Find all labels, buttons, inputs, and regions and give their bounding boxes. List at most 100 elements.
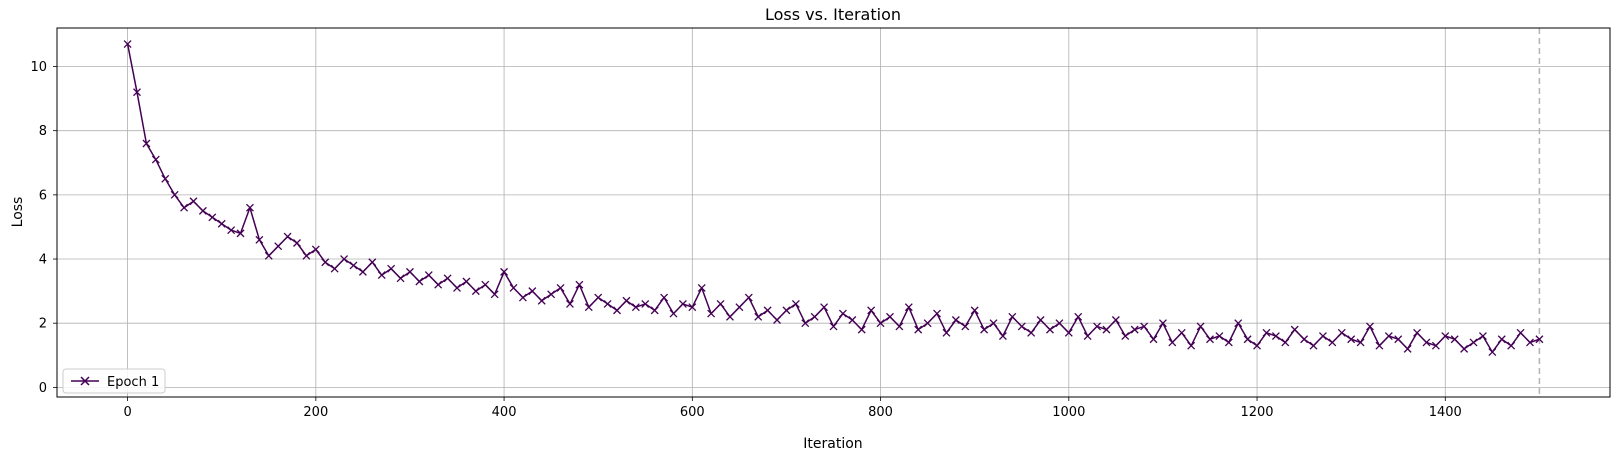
x-tick-label: 400: [492, 405, 517, 420]
data-point: [443, 274, 452, 283]
data-point: [1535, 335, 1544, 344]
data-point: [584, 303, 593, 312]
data-point: [434, 280, 443, 289]
data-point: [886, 312, 894, 321]
data-point: [264, 251, 273, 260]
y-tick-label: 10: [30, 60, 47, 75]
legend-marker-x-icon: [80, 376, 90, 386]
data-point: [453, 283, 461, 292]
data-point: [518, 293, 527, 302]
data-point: [1262, 328, 1271, 337]
data-point: [660, 293, 669, 302]
data-point: [405, 267, 414, 276]
data-point: [904, 303, 913, 312]
data-point: [509, 283, 518, 292]
data-point: [754, 312, 763, 321]
data-point: [1055, 319, 1064, 328]
data-point: [838, 309, 847, 318]
data-point: [763, 306, 772, 315]
data-point: [330, 264, 339, 273]
data-point: [500, 267, 509, 276]
data-point: [848, 316, 857, 324]
data-point: [1497, 335, 1506, 344]
data-point: [1318, 332, 1327, 340]
data-point: [942, 328, 951, 337]
data-point: [245, 203, 254, 212]
x-tick-label: 800: [868, 405, 893, 420]
legend-box: [62, 368, 166, 394]
data-point: [1008, 312, 1017, 321]
data-point: [1441, 332, 1450, 340]
data-point: [820, 303, 829, 312]
y-tick-label: 4: [39, 253, 47, 268]
y-tick-label: 2: [39, 317, 47, 332]
data-series: [123, 28, 1544, 397]
y-tick-label: 6: [39, 188, 47, 203]
data-point: [283, 232, 292, 241]
x-tick-label: 1000: [1052, 405, 1085, 420]
legend-label: Epoch 1: [107, 375, 159, 390]
data-point: [1356, 338, 1365, 347]
data-point: [716, 299, 725, 308]
data-point: [462, 277, 471, 286]
data-point: [227, 226, 236, 235]
data-point: [603, 299, 612, 308]
plot-frame: [56, 27, 1611, 398]
data-point: [1469, 338, 1478, 347]
data-point: [321, 258, 330, 267]
data-point: [424, 271, 433, 280]
data-point: [1281, 338, 1290, 347]
y-axis-label: Loss: [10, 197, 26, 228]
data-point: [236, 229, 245, 238]
data-point: [208, 213, 217, 222]
data-point: [678, 299, 687, 308]
data-point: [923, 319, 932, 328]
data-point: [1036, 316, 1045, 324]
data-point: [255, 235, 264, 244]
data-point: [1074, 312, 1083, 321]
data-point: [782, 306, 791, 315]
data-point: [1177, 328, 1186, 337]
data-point: [1394, 335, 1403, 344]
data-point: [1431, 341, 1440, 350]
data-point: [387, 264, 396, 273]
data-point: [274, 242, 283, 251]
data-point: [142, 139, 151, 148]
data-point: [867, 306, 876, 315]
data-point: [349, 261, 358, 270]
data-point: [744, 293, 753, 302]
data-point: [170, 190, 179, 199]
data-point: [1121, 332, 1130, 340]
data-point: [1243, 335, 1252, 344]
data-point: [1384, 332, 1393, 340]
data-point: [1337, 328, 1346, 337]
data-point: [697, 283, 706, 292]
data-point: [707, 309, 716, 318]
data-point: [810, 312, 819, 321]
y-tick-label: 0: [39, 381, 47, 396]
data-point: [180, 203, 189, 212]
data-point: [1196, 322, 1205, 331]
data-point: [490, 290, 499, 299]
data-point: [989, 319, 998, 328]
data-point: [1093, 322, 1101, 331]
data-point: [1027, 328, 1036, 337]
data-point: [895, 322, 904, 331]
data-point: [1215, 332, 1224, 340]
data-point: [1083, 332, 1092, 340]
data-point: [980, 325, 989, 334]
data-point: [1158, 319, 1167, 328]
data-point: [1413, 328, 1422, 337]
data-point: [547, 290, 556, 299]
data-point: [302, 251, 311, 260]
data-point: [1460, 344, 1469, 353]
data-point: [566, 299, 574, 308]
data-point: [471, 287, 480, 296]
data-point: [933, 309, 941, 318]
axis-ticks: 0 200 400 600 800 1000 1200 1400 0 2 4 6 8 10: [30, 60, 1461, 420]
data-point: [726, 312, 734, 321]
x-tick-label: 200: [303, 405, 328, 420]
data-point: [1328, 338, 1337, 347]
data-point: [1064, 328, 1073, 337]
